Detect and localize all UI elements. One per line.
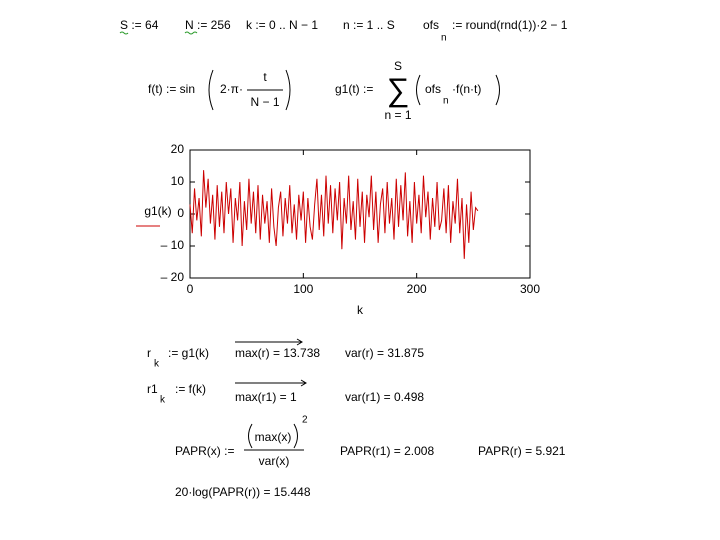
bracket bbox=[285, 69, 291, 111]
sum-top: S bbox=[394, 59, 402, 73]
var-r1: var(r1) = 0.498 bbox=[345, 390, 424, 404]
bracket bbox=[416, 74, 421, 106]
var-r: var(r) = 31.875 bbox=[345, 346, 424, 360]
r1-lhs: r1 bbox=[147, 382, 158, 396]
r-lhs: r bbox=[147, 346, 151, 360]
r-rhs: := g1(k) bbox=[168, 346, 209, 360]
g1-term-rest: ·f(n·t) bbox=[452, 82, 481, 96]
def-ofs-sub: n bbox=[441, 33, 447, 44]
y-tick-label: 20 bbox=[171, 142, 185, 156]
max-r1: max(r1) = 1 bbox=[235, 390, 297, 404]
x-tick-label: 200 bbox=[407, 282, 427, 296]
x-tick-label: 100 bbox=[293, 282, 313, 296]
bracket bbox=[248, 423, 253, 449]
def-ofs-rhs: := round(rnd(1))·2 − 1 bbox=[452, 18, 568, 32]
sum-bottom: n = 1 bbox=[384, 108, 411, 122]
squiggle bbox=[119, 31, 129, 35]
r1-rhs: := f(k) bbox=[175, 382, 206, 396]
x-axis-label: k bbox=[357, 303, 364, 317]
y-tick-label: 10 bbox=[171, 174, 185, 188]
papr-exp: 2 bbox=[302, 415, 308, 426]
g1-term: ofs bbox=[425, 82, 441, 96]
r-sub: k bbox=[154, 359, 160, 370]
papr-den: var(x) bbox=[259, 454, 290, 468]
bracket bbox=[208, 69, 214, 111]
def-n: n := 1 .. S bbox=[343, 18, 395, 32]
x-tick-label: 300 bbox=[520, 282, 540, 296]
y-tick-label: – 20 bbox=[161, 270, 185, 284]
f-arg: 2·π· bbox=[220, 82, 243, 96]
def-ofs: ofs bbox=[423, 18, 439, 32]
sum-symbol: ∑ bbox=[387, 71, 410, 107]
papr-db: 20·log(PAPR(r)) = 15.448 bbox=[175, 485, 311, 499]
bracket bbox=[293, 423, 298, 449]
papr-lhs: PAPR(x) := bbox=[175, 444, 234, 458]
x-tick-label: 0 bbox=[187, 282, 194, 296]
f-den: N − 1 bbox=[250, 95, 279, 109]
def-s: S := 64 bbox=[120, 18, 159, 32]
line bbox=[189, 170, 479, 259]
vector-arrow-head bbox=[300, 379, 307, 387]
bracket bbox=[495, 74, 500, 106]
papr-num: max(x) bbox=[255, 430, 292, 444]
papr-r: PAPR(r) = 5.921 bbox=[478, 444, 566, 458]
g1-lhs: g1(t) := bbox=[335, 82, 373, 96]
max-r: max(r) = 13.738 bbox=[235, 346, 320, 360]
r1-sub: k bbox=[160, 395, 166, 406]
vector-arrow-head bbox=[296, 338, 303, 346]
y-tick-label: – 10 bbox=[161, 238, 185, 252]
papr-r1: PAPR(r1) = 2.008 bbox=[340, 444, 434, 458]
f-lhs: f(t) := sin bbox=[148, 82, 195, 96]
y-tick-label: 0 bbox=[177, 206, 184, 220]
def-k: k := 0 .. N − 1 bbox=[246, 18, 318, 32]
legend-label: g1(k) bbox=[144, 204, 171, 218]
def-n-const: N := 256 bbox=[185, 18, 231, 32]
squiggle bbox=[184, 31, 198, 35]
g1-term-sub: n bbox=[443, 96, 449, 107]
f-num: t bbox=[263, 70, 267, 84]
